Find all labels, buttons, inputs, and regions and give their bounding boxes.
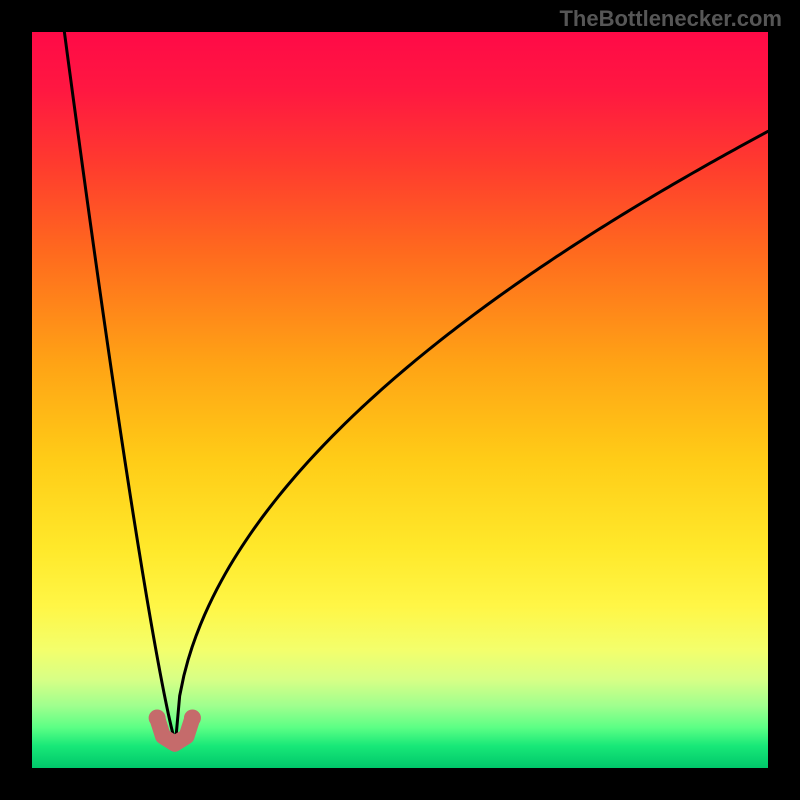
watermark-text: TheBottlenecker.com — [559, 6, 782, 32]
gradient-field — [32, 32, 768, 768]
chart-stage: TheBottlenecker.com — [0, 0, 800, 800]
dip-marker-dot — [184, 709, 201, 726]
chart-svg — [0, 0, 800, 800]
dip-marker-dot — [149, 709, 166, 726]
